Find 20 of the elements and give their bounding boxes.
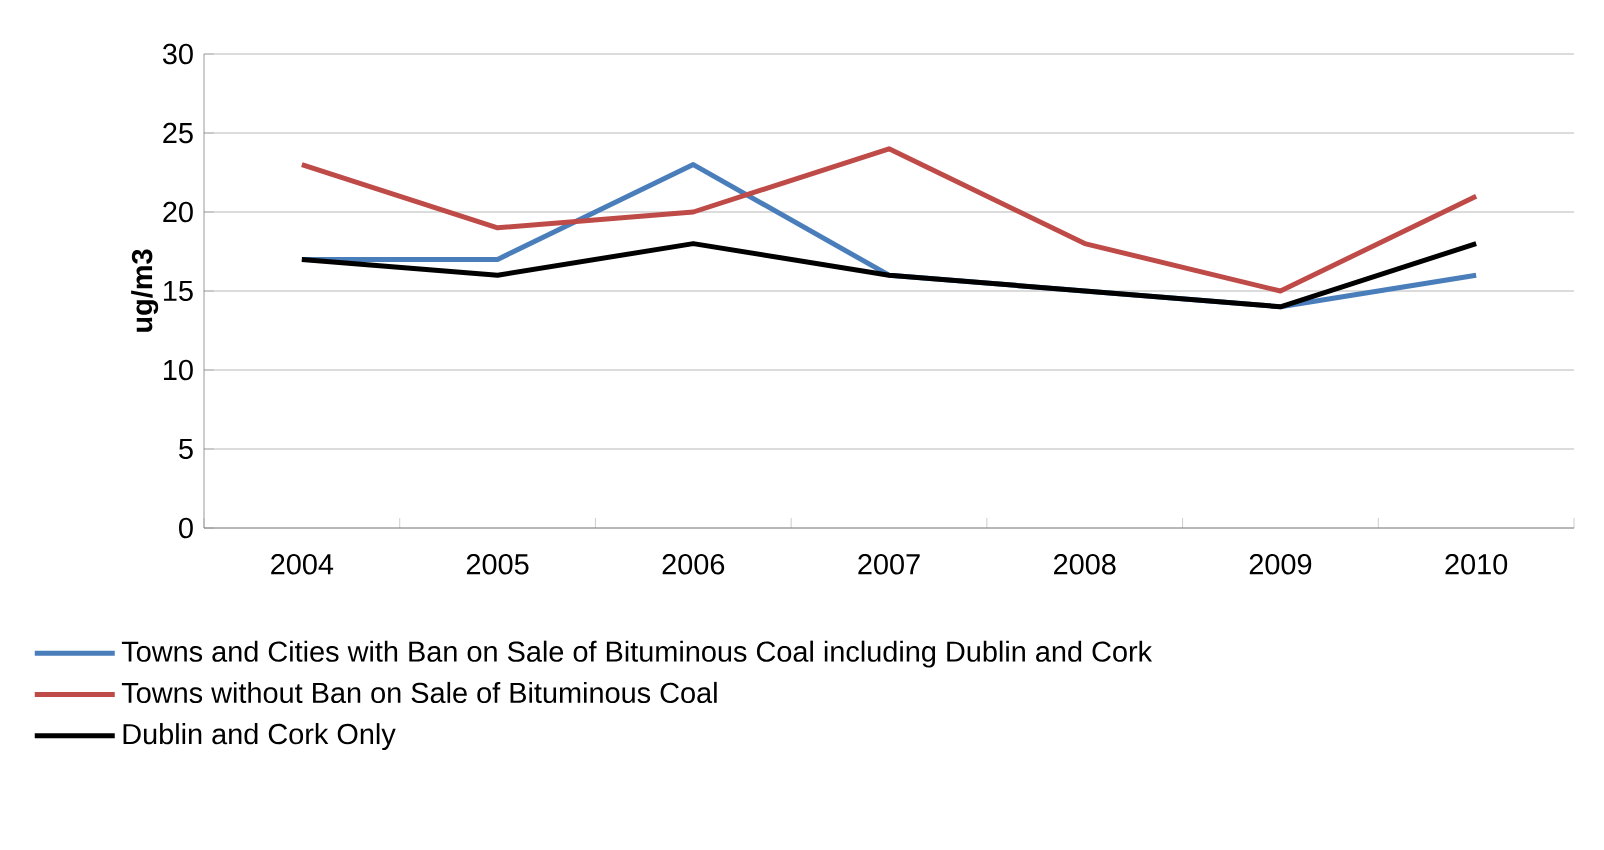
y-tick-label: 5 [179, 438, 193, 460]
y-tick-label: 0 [179, 517, 193, 539]
legend-label: Towns and Cities with Ban on Sale of Bituminous Coal including Dublin and Cork [121, 640, 1153, 668]
line-series [299, 241, 1479, 310]
line-series [299, 146, 1479, 294]
y-tick-label: 25 [163, 122, 193, 144]
y-axis-title: ug/m3 [131, 249, 159, 332]
x-tick-label: 2009 [1249, 554, 1312, 575]
x-tick-label: 2006 [662, 554, 725, 575]
x-tick-label: 2005 [466, 554, 529, 575]
y-tick-label: 15 [164, 280, 193, 302]
legend-label: Dublin and Cork Only [123, 723, 396, 751]
legend-label: Towns without Ban on Sale of Bituminous Coal [121, 681, 717, 704]
x-tick-label: 2007 [858, 554, 920, 575]
x-tick-label: 2004 [271, 554, 334, 575]
y-tick-label: 30 [162, 43, 193, 65]
y-tick-label: 10 [164, 359, 193, 381]
x-tick-label: 2010 [1445, 554, 1508, 575]
y-tick-label: 20 [163, 201, 193, 223]
x-tick-label: 2008 [1054, 554, 1116, 575]
